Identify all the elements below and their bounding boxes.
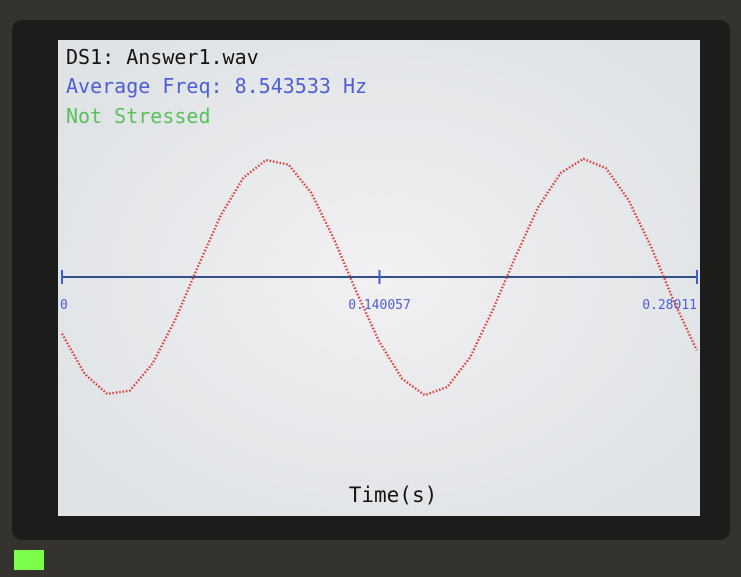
x-tick-label: 0 [60, 298, 68, 313]
power-led [14, 550, 44, 570]
status-text: Not Stressed [66, 104, 211, 128]
x-tick-label: 0.28011 [642, 298, 697, 313]
x-tick-label: 0.140057 [348, 298, 411, 313]
frequency-text: Average Freq: 8.543533 Hz [66, 74, 367, 98]
waveform [60, 157, 698, 397]
x-axis-label: Time(s) [349, 483, 438, 507]
file-title: DS1: Answer1.wav [66, 45, 259, 69]
